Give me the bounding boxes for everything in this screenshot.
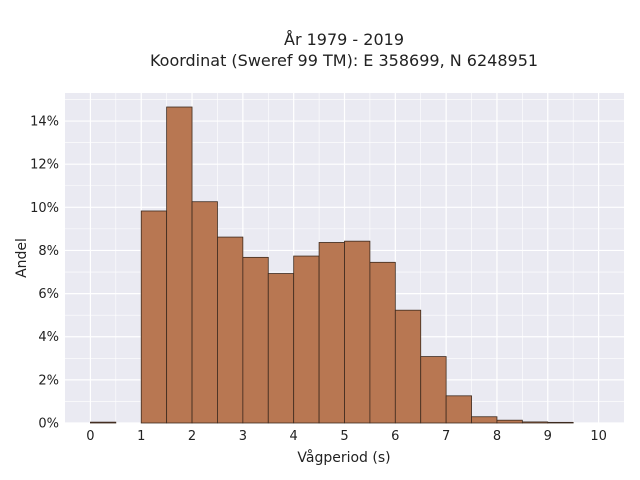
histogram-bar: [445, 395, 472, 424]
histogram-bar: [267, 273, 295, 424]
histogram-bar: [217, 236, 244, 424]
x-tick-label: 5: [340, 429, 348, 444]
chart-title-line1: År 1979 - 2019: [284, 30, 404, 49]
histogram-bar: [140, 210, 168, 424]
y-tick-label: 4%: [38, 330, 59, 345]
y-tick-label: 8%: [38, 244, 59, 259]
histogram-bar: [547, 421, 574, 424]
histogram-bar: [191, 201, 218, 424]
histogram-bar: [293, 255, 320, 424]
x-axis-label: Vågperiod (s): [297, 449, 390, 466]
x-tick-label: 0: [86, 429, 94, 444]
x-tick-label: 10: [590, 429, 607, 444]
x-tick-label: 1: [137, 429, 145, 444]
y-tick-label: 0%: [38, 417, 59, 432]
histogram-bar: [90, 421, 117, 424]
histogram-bar: [496, 419, 523, 424]
bars: [90, 106, 574, 424]
histogram-bar: [166, 106, 193, 424]
histogram-bar: [369, 261, 396, 424]
x-tick-label: 8: [493, 429, 501, 444]
x-tick-label: 4: [290, 429, 298, 444]
y-tick-label: 6%: [38, 287, 59, 302]
y-tick-label: 10%: [30, 201, 59, 216]
x-tick-label: 6: [391, 429, 399, 444]
y-tick-label: 14%: [30, 115, 59, 130]
histogram-bar: [471, 416, 498, 424]
y-axis-label: Andel: [14, 238, 30, 278]
histogram-bar: [344, 240, 371, 424]
histogram-bar: [318, 242, 345, 424]
x-tick-label: 2: [188, 429, 196, 444]
x-tick-label: 3: [239, 429, 247, 444]
chart-title-line2: Koordinat (Sweref 99 TM): E 358699, N 62…: [150, 51, 538, 70]
x-tick-label: 9: [544, 429, 552, 444]
histogram-bar: [242, 256, 269, 424]
histogram-bar: [394, 309, 422, 424]
x-tick-label: 7: [442, 429, 450, 444]
y-axis-ticks: 0% 2% 4% 6% 8% 10% 12% 14%: [30, 115, 59, 432]
y-tick-label: 2%: [38, 373, 59, 388]
x-axis-ticks: 0 1 2 3 4 5 6 7 8 9 10: [86, 429, 607, 444]
histogram-bar: [521, 421, 549, 424]
y-tick-label: 12%: [30, 158, 59, 173]
histogram-bar: [420, 356, 447, 424]
